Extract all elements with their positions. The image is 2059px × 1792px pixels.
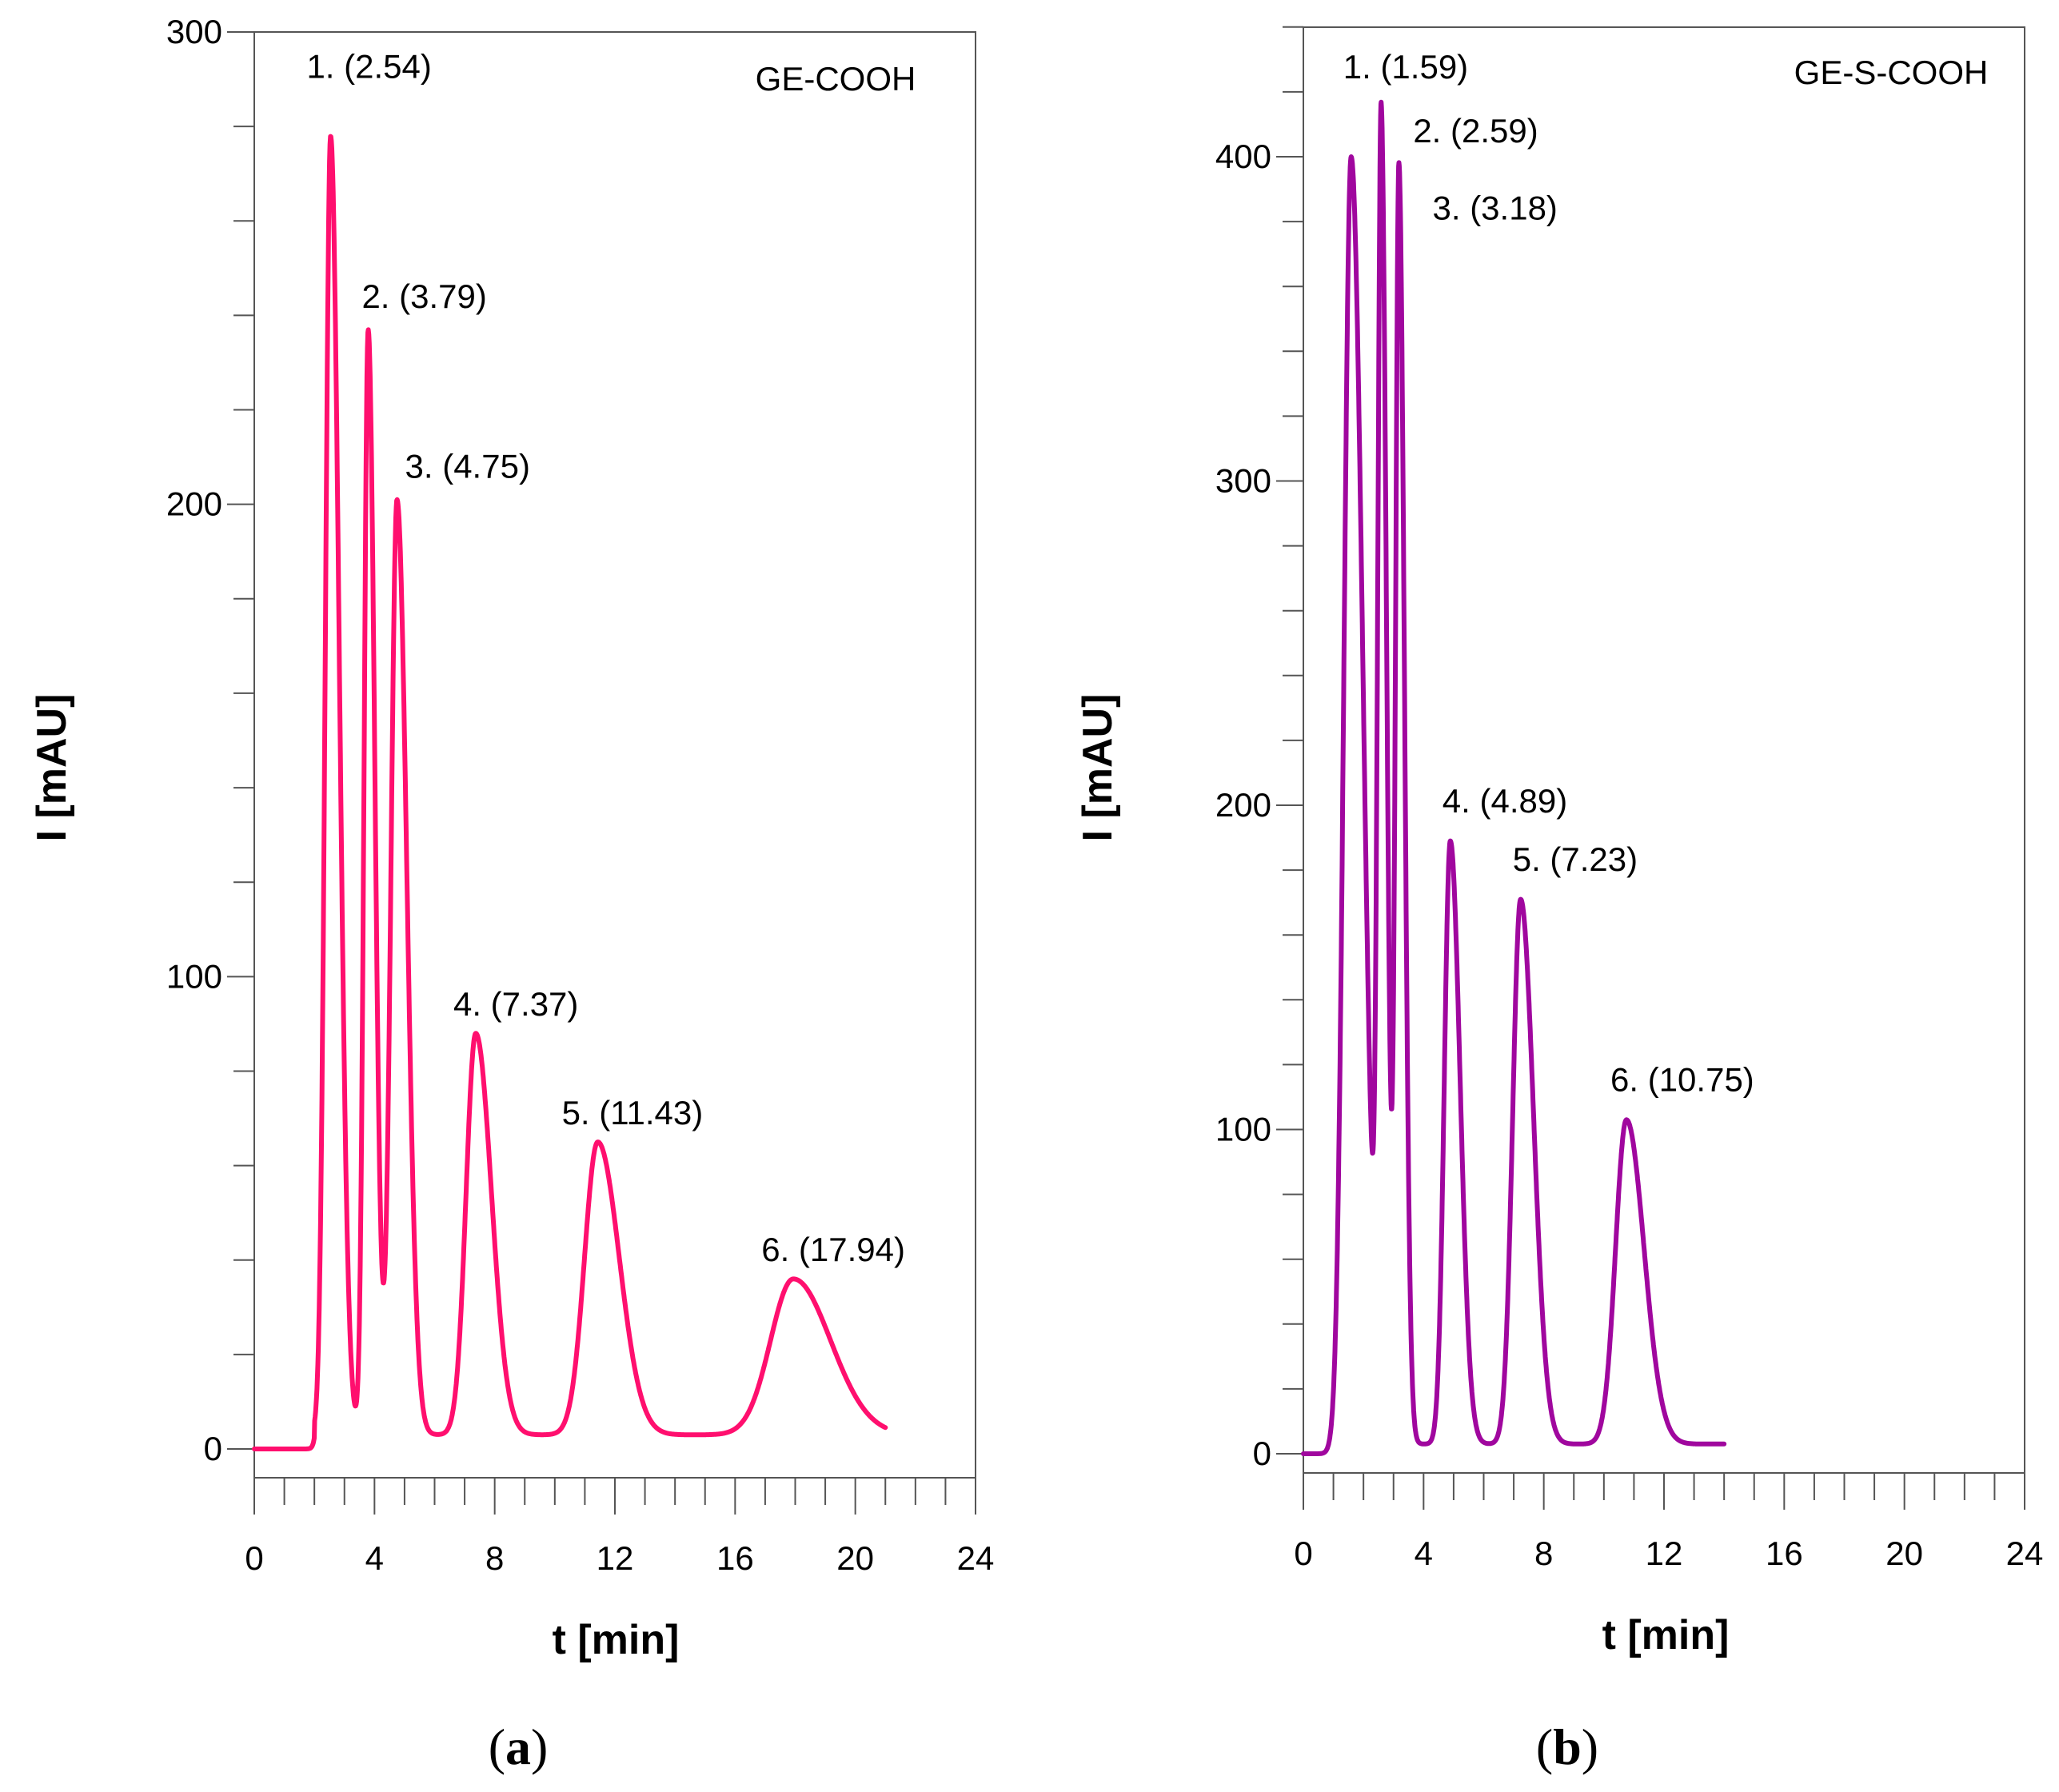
panel-b-y-tick-label: 0: [1253, 1435, 1271, 1472]
panel-b-x-tick-label: 20: [1885, 1535, 1923, 1572]
panel-a-y-tick-label: 100: [166, 957, 222, 995]
panel-a-x-tick-label: 24: [957, 1539, 995, 1577]
panel-a-peak-3-label: 3. (4.75): [405, 447, 530, 485]
panel-b-x-tick-label: 24: [2006, 1535, 2044, 1572]
panel-b-letter-text: b: [1553, 1718, 1582, 1775]
panel-a-y-tick-label: 0: [204, 1430, 222, 1467]
panel-b-y-tick-label: 300: [1215, 462, 1271, 500]
panel-b-y-tick-label: 100: [1215, 1111, 1271, 1148]
panel-a-sample-label: GE-COOH: [756, 60, 916, 98]
panel-a-x-tick-label: 16: [716, 1539, 754, 1577]
panel-b-y-axis-title: I [mAU]: [1075, 694, 1121, 842]
panel-b-peak-5-label: 5. (7.23): [1513, 840, 1638, 878]
panel-b-chart: 0 100 200 300 400 0 4 8 12 16 20 24 1. (1.59) 2. (2…: [1075, 26, 2044, 1775]
panel-b-x-tick-label: 12: [1646, 1535, 1683, 1572]
panel-b-x-tick-label: 16: [1766, 1535, 1803, 1572]
panel-a-x-tick-label: 12: [597, 1539, 634, 1577]
panel-b-x-axis-title: t [min]: [1602, 1612, 1730, 1658]
panel-b-x-tick-label: 8: [1534, 1535, 1553, 1572]
panel-a-peak-6-label: 6. (17.94): [761, 1231, 905, 1268]
panel-b-peak-6-label: 6. (10.75): [1610, 1061, 1754, 1099]
panel-b-x-axis: 0 4 8 12 16 20 24: [1294, 1472, 2044, 1572]
panel-b-peak-labels: 1. (1.59) 2. (2.59) 3. (3.18) 4. (4.89) 5. (…: [1343, 48, 1754, 1098]
panel-a-letter-text: a: [505, 1718, 531, 1775]
panel-a-x-tick-label: 8: [485, 1539, 504, 1577]
panel-a-peak-4-label: 4. (7.37): [453, 985, 578, 1023]
panel-a-x-axis: 0 4 8 12 16 20 24: [245, 1477, 995, 1577]
panel-a-chart: 0 100 200 300 0 4 8 12 16 20 24 1. (2.54) 2. (3.79…: [29, 13, 994, 1775]
panel-a-x-axis-title: t [min]: [553, 1617, 680, 1663]
panel-b-sample-label: GE-S-COOH: [1794, 54, 1989, 91]
panel-a-x-tick-label: 0: [245, 1539, 263, 1577]
panel-b-peak-2-label: 2. (2.59): [1413, 112, 1538, 150]
panel-a-peak-labels: 1. (2.54) 2. (3.79) 3. (4.75) 4. (7.37) 5. (…: [306, 48, 905, 1268]
panel-b-peak-1-label: 1. (1.59): [1343, 48, 1468, 86]
panel-a-x-tick-label: 20: [836, 1539, 874, 1577]
panel-a-y-tick-label: 200: [166, 485, 222, 523]
panel-a-y-tick-label: 300: [166, 13, 222, 50]
panel-a-peak-2-label: 2. (3.79): [361, 277, 486, 315]
panel-b-y-axis: 0 100 200 300 400: [1215, 26, 1304, 1473]
panel-b-peak-4-label: 4. (4.89): [1442, 782, 1567, 820]
panel-a-letter: (a): [489, 1718, 549, 1775]
panel-b-x-tick-label: 4: [1415, 1535, 1433, 1572]
panel-a-y-axis: 0 100 200 300: [166, 13, 255, 1478]
panel-b-series-line: [1301, 99, 1727, 1456]
panel-a-peak-1-label: 1. (2.54): [306, 48, 431, 86]
panel-a-series-line: [252, 134, 888, 1451]
panel-a-x-tick-label: 4: [365, 1539, 384, 1577]
panel-a-y-axis-title: I [mAU]: [29, 694, 75, 842]
panel-a-peak-5-label: 5. (11.43): [562, 1094, 704, 1131]
panel-b-y-tick-label: 400: [1215, 138, 1271, 175]
panel-b-letter: (b): [1536, 1718, 1598, 1775]
panel-b-x-tick-label: 0: [1294, 1535, 1312, 1572]
panel-b-peak-3-label: 3. (3.18): [1433, 189, 1558, 226]
panel-b-y-tick-label: 200: [1215, 786, 1271, 824]
